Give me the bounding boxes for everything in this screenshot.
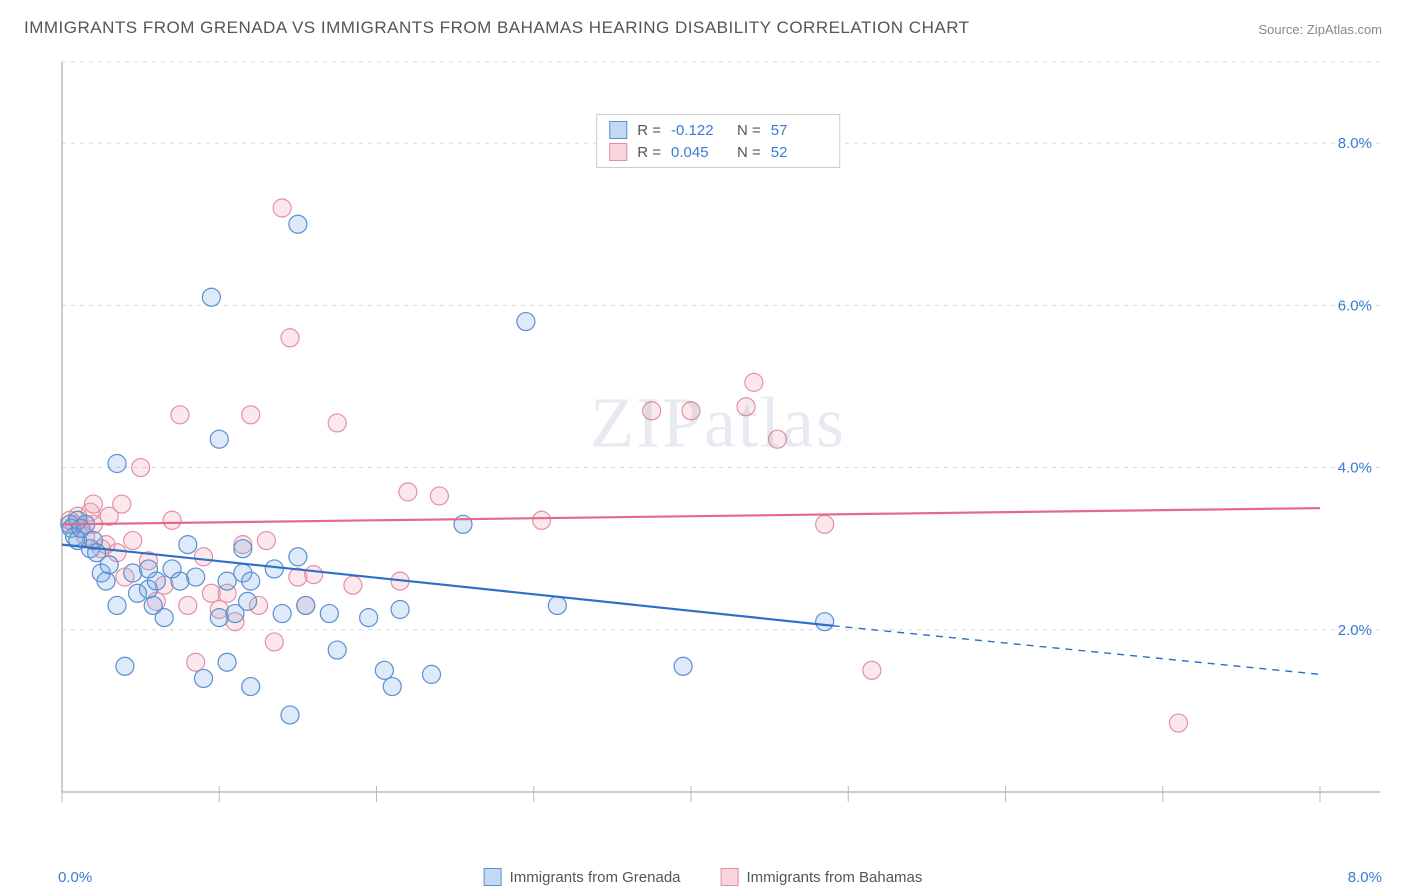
- series-b-point: [399, 483, 417, 501]
- series-a-point: [816, 613, 834, 631]
- correlation-legend: R = -0.122 N = 57 R = 0.045 N = 52: [596, 114, 840, 168]
- series-legend-item: Immigrants from Bahamas: [721, 868, 923, 886]
- series-a-point: [202, 288, 220, 306]
- series-b-point: [195, 548, 213, 566]
- series-a-point: [548, 596, 566, 614]
- series-a-point: [171, 572, 189, 590]
- series-b-point: [305, 566, 323, 584]
- series-a-point: [210, 609, 228, 627]
- series-a-point: [273, 605, 291, 623]
- series-a-point: [289, 548, 307, 566]
- chart-plot-area: 2.0%4.0%6.0%8.0% ZIPatlas R =-0.122N =57…: [56, 56, 1380, 820]
- series-a-point: [281, 706, 299, 724]
- series-b-point: [768, 430, 786, 448]
- series-b-point: [281, 329, 299, 347]
- series-a-point: [383, 678, 401, 696]
- r-value: -0.122: [671, 122, 727, 139]
- x-axis-min-label: 0.0%: [58, 869, 92, 886]
- series-a-point: [242, 572, 260, 590]
- series-b-point: [113, 495, 131, 513]
- series-b-point: [187, 653, 205, 671]
- series-a-point: [297, 596, 315, 614]
- series-a-point: [187, 568, 205, 586]
- series-a-point: [195, 669, 213, 687]
- series-b-point: [745, 373, 763, 391]
- series-b-point: [265, 633, 283, 651]
- series-b-point: [257, 532, 275, 550]
- series-a-point: [239, 592, 257, 610]
- series-b-point: [344, 576, 362, 594]
- legend-swatch: [609, 143, 627, 161]
- series-b-point: [1169, 714, 1187, 732]
- series-b-point: [132, 459, 150, 477]
- series-b-point: [179, 596, 197, 614]
- x-axis-max-label: 8.0%: [1348, 869, 1382, 886]
- series-a-point: [218, 653, 236, 671]
- series-b-point: [163, 511, 181, 529]
- correlation-legend-row: R = 0.045 N = 52: [609, 141, 827, 163]
- series-a-point: [242, 678, 260, 696]
- series-a-point: [155, 609, 173, 627]
- series-a-point: [328, 641, 346, 659]
- series-a-point: [116, 657, 134, 675]
- y-tick-label: 4.0%: [1338, 460, 1372, 477]
- series-a-point: [289, 215, 307, 233]
- n-value: 57: [771, 122, 827, 139]
- r-label: R =: [637, 144, 661, 161]
- series-b-point: [124, 532, 142, 550]
- series-a-point: [423, 665, 441, 683]
- series-b-point: [533, 511, 551, 529]
- chart-title: IMMIGRANTS FROM GRENADA VS IMMIGRANTS FR…: [24, 18, 970, 38]
- series-b-point: [682, 402, 700, 420]
- series-a-point: [100, 556, 118, 574]
- series-b-point: [643, 402, 661, 420]
- series-b-point: [737, 398, 755, 416]
- legend-swatch: [609, 121, 627, 139]
- series-legend-label: Immigrants from Bahamas: [747, 869, 923, 886]
- series-b-point: [273, 199, 291, 217]
- series-a-point: [375, 661, 393, 679]
- series-a-point: [179, 536, 197, 554]
- source-attribution: Source: ZipAtlas.com: [1258, 22, 1382, 37]
- series-a-point: [360, 609, 378, 627]
- series-a-point: [147, 572, 165, 590]
- series-a-point: [517, 313, 535, 331]
- series-a-point: [391, 601, 409, 619]
- y-tick-label: 6.0%: [1338, 297, 1372, 314]
- series-b-point: [863, 661, 881, 679]
- series-a-point: [124, 564, 142, 582]
- n-label: N =: [737, 144, 761, 161]
- series-b-point: [171, 406, 189, 424]
- series-a-point: [320, 605, 338, 623]
- series-a-point: [674, 657, 692, 675]
- series-b-point: [328, 414, 346, 432]
- n-label: N =: [737, 122, 761, 139]
- series-b-point: [816, 515, 834, 533]
- legend-swatch: [721, 868, 739, 886]
- series-a-point: [108, 455, 126, 473]
- series-legend-item: Immigrants from Grenada: [484, 868, 681, 886]
- series-a-point: [97, 572, 115, 590]
- series-b-point: [430, 487, 448, 505]
- series-a-point: [234, 540, 252, 558]
- series-a-point: [108, 596, 126, 614]
- legend-swatch: [484, 868, 502, 886]
- series-legend-label: Immigrants from Grenada: [510, 869, 681, 886]
- series-a-point: [210, 430, 228, 448]
- correlation-legend-row: R = -0.122 N = 57: [609, 119, 827, 141]
- chart-svg: 2.0% 4.0% 6.0% 8.0%: [56, 56, 1380, 820]
- y-tick-label: 8.0%: [1338, 135, 1372, 152]
- series-legend: Immigrants from Grenada Immigrants from B…: [484, 868, 923, 886]
- series-b-point: [242, 406, 260, 424]
- r-label: R =: [637, 122, 661, 139]
- y-tick-label: 2.0%: [1338, 622, 1372, 639]
- r-value: 0.045: [671, 144, 727, 161]
- series-a-point: [265, 560, 283, 578]
- series-b-point: [84, 495, 102, 513]
- n-value: 52: [771, 144, 827, 161]
